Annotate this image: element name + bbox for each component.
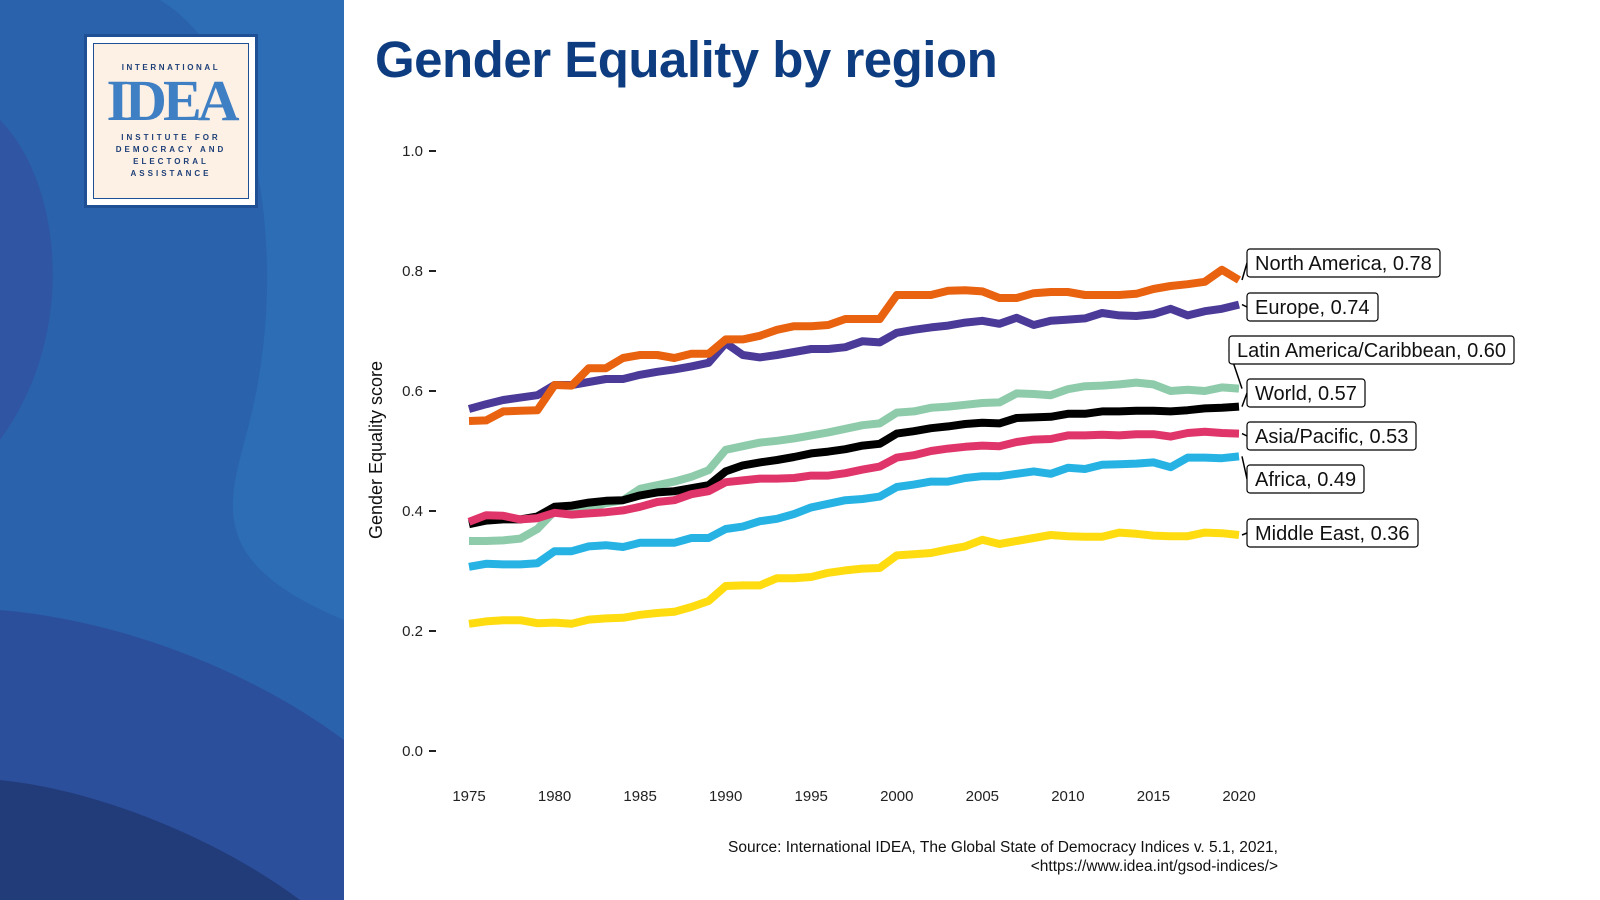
label-connector [1241, 432, 1248, 437]
series-line-north-america [468, 265, 1242, 425]
y-tick-label: 0.0 [402, 743, 423, 760]
label-connector [1241, 262, 1248, 281]
y-tick-label: 0.6 [402, 383, 423, 400]
series-line-middle-east [468, 528, 1240, 628]
logo-sub-text: INSTITUTE FOR DEMOCRACY AND ELECTORAL AS… [115, 132, 227, 178]
x-tick-label: 2000 [880, 788, 913, 805]
x-tick-label: 2005 [966, 788, 999, 805]
x-tick-label: 1980 [538, 788, 571, 805]
series-label-latin-america-caribbean: Latin America/Caribbean, 0.60 [1228, 335, 1515, 389]
y-tick-label: 0.2 [402, 623, 423, 640]
series-line-asia-pacific [467, 427, 1240, 526]
x-tick-label: 1975 [452, 788, 485, 805]
label-text: Europe, 0.74 [1255, 297, 1370, 319]
y-tick-label: 0.4 [402, 503, 423, 520]
logo-inner: INTERNATIONAL IDEA INSTITUTE FOR DEMOCRA… [93, 43, 249, 199]
label-box [1246, 464, 1365, 494]
label-text: Latin America/Caribbean, 0.60 [1237, 340, 1506, 362]
series-line-africa [468, 452, 1240, 571]
x-tick-label: 2015 [1137, 788, 1170, 805]
series-label-africa: Africa, 0.49 [1241, 456, 1365, 494]
series-label-middle-east: Middle East, 0.36 [1241, 518, 1419, 548]
page-title: Gender Equality by region [375, 31, 998, 88]
label-text: Asia/Pacific, 0.53 [1255, 426, 1408, 448]
series-line-europe [467, 300, 1240, 413]
series-label-world: World, 0.57 [1241, 378, 1366, 408]
sidebar-panel: INTERNATIONAL IDEA INSTITUTE FOR DEMOCRA… [0, 0, 344, 900]
series-line-world [468, 402, 1240, 529]
label-connector [1241, 392, 1248, 407]
source-note: Source: International IDEA, The Global S… [728, 838, 1278, 876]
logo: INTERNATIONAL IDEA INSTITUTE FOR DEMOCRA… [84, 34, 258, 208]
series-label-asia-pacific: Asia/Pacific, 0.53 [1241, 421, 1417, 451]
label-text: World, 0.57 [1255, 383, 1357, 405]
source-link: <https://www.idea.int/gsod-indices/> [1030, 858, 1278, 875]
x-tick-label: 1985 [623, 788, 656, 805]
label-connector [1241, 532, 1248, 536]
x-tick-label: 1995 [795, 788, 828, 805]
label-connector [1241, 456, 1248, 480]
series-label-europe: Europe, 0.74 [1241, 292, 1379, 322]
y-axis-label: Gender Equality score [366, 361, 386, 539]
label-box [1246, 518, 1419, 548]
y-tick-label: 1.0 [402, 143, 423, 160]
label-box [1228, 335, 1515, 365]
x-tick-label: 2020 [1222, 788, 1255, 805]
label-text: North America, 0.78 [1255, 253, 1432, 275]
y-tick-label: 0.8 [402, 263, 423, 280]
x-tick-label: 2010 [1051, 788, 1084, 805]
series-label-north-america: North America, 0.78 [1241, 248, 1441, 281]
label-text: Middle East, 0.36 [1255, 523, 1410, 545]
line-chart: 0.0 0.2 0.4 0.6 0.8 1.0 1975 1980 1985 1990 1995 20… [366, 143, 1515, 805]
label-connector [1241, 303, 1248, 308]
label-text: Africa, 0.49 [1255, 469, 1356, 491]
label-box [1246, 421, 1417, 451]
source-line-1: Source: International IDEA, The Global S… [728, 839, 1278, 856]
x-tick-label: 1990 [709, 788, 742, 805]
sidebar-background-art [0, 0, 344, 900]
logo-top-text: INTERNATIONAL [121, 62, 221, 72]
logo-mark: IDEA [106, 67, 239, 133]
label-box [1246, 248, 1441, 278]
label-box [1246, 292, 1379, 322]
label-box [1246, 378, 1366, 408]
